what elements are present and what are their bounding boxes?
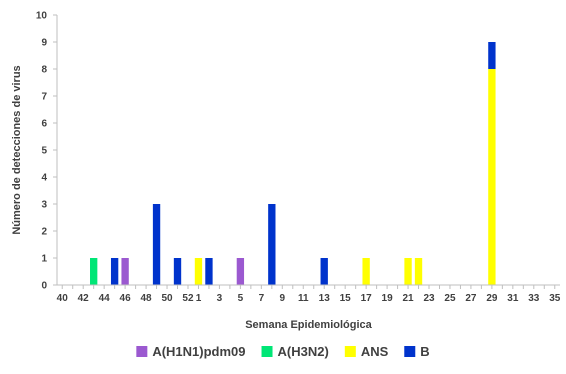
bar-segment [152, 204, 161, 285]
x-tick-label: 1 [196, 293, 202, 304]
x-tick-label: 5 [238, 293, 244, 304]
x-tick-label: 31 [507, 293, 519, 304]
x-tick-label: 50 [161, 293, 173, 304]
x-tick-label: 13 [319, 293, 331, 304]
x-tick-label: 3 [217, 293, 223, 304]
bar-segment [121, 258, 129, 285]
y-tick-label: 10 [36, 11, 48, 22]
x-tick-label: 21 [402, 293, 414, 304]
x-tick-label: 52 [182, 293, 194, 304]
y-tick-label: 4 [41, 173, 47, 184]
legend-swatch [136, 346, 148, 357]
x-tick-label: 35 [549, 293, 561, 304]
legend-label: A(H1N1)pdm09 [152, 344, 245, 359]
bars [90, 42, 496, 285]
y-tick-label: 9 [41, 38, 47, 49]
x-tick-label: 48 [141, 293, 153, 304]
bar-segment [488, 42, 496, 69]
y-axis-title: Número de detecciones de virus [11, 65, 23, 234]
x-tick-label: 33 [528, 293, 540, 304]
x-tick-label: 42 [78, 293, 90, 304]
x-tick-label: 17 [361, 293, 373, 304]
y-tick-label: 6 [41, 119, 47, 130]
y-tick-label: 3 [41, 200, 47, 211]
bar-segment [414, 258, 423, 285]
x-tick-label: 46 [120, 293, 132, 304]
x-tick-label: 7 [259, 293, 265, 304]
x-tick-label: 29 [486, 293, 498, 304]
x-tick-label: 27 [465, 293, 477, 304]
x-tick-label: 19 [382, 293, 394, 304]
legend-swatch [404, 346, 416, 357]
legend-swatch [344, 346, 356, 357]
legend-label: ANS [361, 344, 389, 359]
legend: A(H1N1)pdm09 A(H3N2) ANS B [136, 344, 430, 359]
x-tick-label: 15 [340, 293, 352, 304]
y-tick-label: 0 [41, 281, 47, 292]
x-tick-label: 9 [280, 293, 286, 304]
x-tick-label: 23 [423, 293, 435, 304]
bar-segment [173, 258, 182, 285]
bar-segment [362, 258, 370, 285]
bar-segment [404, 258, 412, 285]
bar-segment [268, 204, 276, 285]
x-tick-label: 40 [57, 293, 69, 304]
bar-segment [488, 69, 496, 285]
x-tick-label: 44 [99, 293, 111, 304]
legend-label: B [420, 344, 429, 359]
bar-segment [194, 258, 203, 285]
y-tick-label: 5 [41, 146, 47, 157]
bar-segment [90, 258, 98, 285]
x-axis-title: Semana Epidemiológica [245, 319, 372, 331]
legend-label: A(H3N2) [278, 344, 329, 359]
bar-segment [110, 258, 119, 285]
y-tick-label: 8 [41, 65, 47, 76]
x-tick-label: 25 [444, 293, 456, 304]
y-axis-ticks: 0 1 2 3 4 5 6 7 8 9 10 [36, 11, 57, 292]
x-axis-ticks: 40 42 44 46 48 50 52 1 3 5 7 9 11 13 15 17 19 21 23 25 27 29 3… [57, 285, 561, 304]
y-tick-label: 1 [41, 254, 47, 265]
bar-segment [236, 258, 245, 285]
legend-swatch [261, 346, 273, 357]
bar-segment [320, 258, 328, 285]
y-tick-label: 7 [41, 92, 47, 103]
x-tick-label: 11 [298, 293, 309, 304]
bar-segment [205, 258, 213, 285]
y-tick-label: 2 [41, 227, 47, 238]
